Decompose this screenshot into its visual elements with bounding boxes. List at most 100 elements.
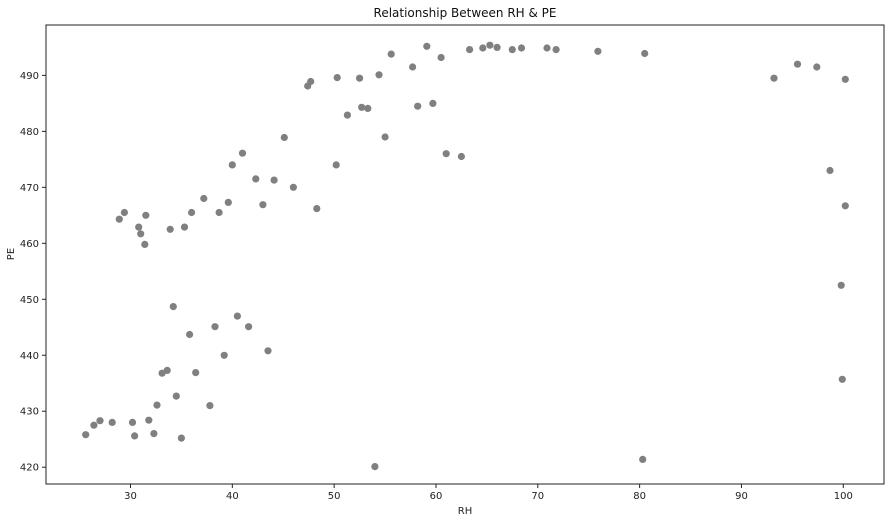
chart-title: Relationship Between RH & PE bbox=[374, 6, 557, 20]
data-point bbox=[270, 176, 278, 184]
data-point bbox=[793, 60, 802, 68]
data-point bbox=[206, 402, 214, 410]
data-point bbox=[375, 71, 383, 79]
data-point bbox=[145, 416, 153, 424]
data-point bbox=[358, 103, 366, 111]
data-point bbox=[423, 42, 431, 50]
data-point bbox=[192, 369, 200, 377]
data-point bbox=[437, 53, 445, 62]
x-axis-ticks: 30 40 50 60 70 80 90 100 bbox=[124, 484, 853, 502]
data-point bbox=[280, 133, 288, 142]
data-point bbox=[96, 417, 104, 425]
data-point bbox=[169, 303, 177, 311]
data-point bbox=[307, 77, 315, 86]
x-tick-label: 60 bbox=[430, 491, 443, 502]
y-axis-label: PE bbox=[6, 248, 17, 260]
plot-area-frame bbox=[45, 24, 885, 485]
data-point bbox=[153, 401, 161, 409]
data-point bbox=[188, 208, 196, 217]
data-point bbox=[466, 46, 474, 54]
data-point bbox=[841, 202, 849, 210]
data-point bbox=[639, 455, 647, 463]
data-point bbox=[120, 208, 128, 217]
data-point bbox=[82, 431, 90, 439]
data-point bbox=[135, 223, 143, 231]
data-point bbox=[381, 133, 389, 141]
data-point bbox=[343, 111, 351, 119]
data-point bbox=[387, 50, 395, 58]
data-point bbox=[479, 44, 487, 52]
y-tick-label: 490 bbox=[20, 71, 39, 82]
data-point bbox=[356, 74, 364, 82]
data-point bbox=[211, 323, 219, 331]
data-point bbox=[837, 281, 845, 289]
data-point bbox=[172, 392, 180, 400]
data-point bbox=[137, 230, 145, 238]
data-point bbox=[552, 46, 560, 54]
data-point bbox=[543, 44, 551, 52]
data-point bbox=[131, 432, 139, 440]
data-point bbox=[128, 418, 137, 426]
y-tick-label: 470 bbox=[20, 183, 39, 194]
data-point bbox=[442, 150, 450, 158]
data-point bbox=[245, 323, 253, 331]
data-point bbox=[259, 201, 267, 209]
x-tick-label: 70 bbox=[531, 491, 544, 502]
y-tick-label: 480 bbox=[20, 127, 39, 138]
data-point bbox=[313, 205, 321, 213]
data-point bbox=[409, 63, 417, 71]
y-tick-label: 440 bbox=[20, 351, 39, 362]
data-point bbox=[517, 44, 526, 52]
data-point bbox=[142, 211, 150, 219]
x-tick-label: 100 bbox=[834, 491, 853, 502]
data-point bbox=[220, 351, 228, 359]
data-point bbox=[264, 347, 272, 355]
data-point bbox=[289, 183, 297, 191]
data-point bbox=[166, 225, 174, 233]
y-axis-ticks: 420 430 440 450 460 470 480 490 bbox=[20, 71, 46, 474]
data-point bbox=[186, 330, 194, 339]
data-point bbox=[371, 463, 379, 471]
data-point bbox=[838, 375, 846, 383]
y-tick-label: 460 bbox=[20, 239, 39, 250]
data-point bbox=[493, 43, 501, 52]
data-point bbox=[486, 41, 494, 49]
data-point bbox=[150, 430, 158, 438]
data-points bbox=[82, 41, 849, 471]
data-point bbox=[200, 194, 208, 203]
data-point bbox=[177, 434, 185, 442]
data-point bbox=[228, 161, 236, 169]
x-tick-label: 80 bbox=[633, 491, 646, 502]
data-point bbox=[813, 63, 821, 71]
x-axis-label: RH bbox=[458, 506, 472, 517]
data-point bbox=[841, 75, 849, 83]
x-tick-label: 90 bbox=[735, 491, 748, 502]
x-tick-label: 30 bbox=[124, 491, 137, 502]
x-tick-label: 40 bbox=[226, 491, 239, 502]
data-point bbox=[224, 198, 232, 206]
data-point bbox=[163, 366, 171, 374]
data-point bbox=[332, 161, 340, 169]
data-point bbox=[333, 74, 341, 82]
data-point bbox=[233, 312, 241, 320]
data-point bbox=[364, 104, 372, 112]
data-point bbox=[215, 208, 223, 217]
data-point bbox=[770, 74, 778, 82]
data-point bbox=[252, 175, 260, 183]
data-point bbox=[457, 152, 465, 161]
data-point bbox=[180, 223, 189, 231]
y-tick-label: 420 bbox=[20, 463, 39, 474]
y-tick-label: 430 bbox=[20, 407, 39, 418]
data-point bbox=[141, 240, 149, 248]
x-tick-label: 50 bbox=[328, 491, 341, 502]
data-point bbox=[594, 47, 602, 55]
data-point bbox=[826, 166, 834, 175]
data-point bbox=[108, 418, 116, 426]
data-point bbox=[508, 46, 516, 54]
y-tick-label: 450 bbox=[20, 295, 39, 306]
data-point bbox=[90, 421, 98, 429]
data-point bbox=[414, 102, 422, 110]
data-point bbox=[115, 215, 123, 223]
